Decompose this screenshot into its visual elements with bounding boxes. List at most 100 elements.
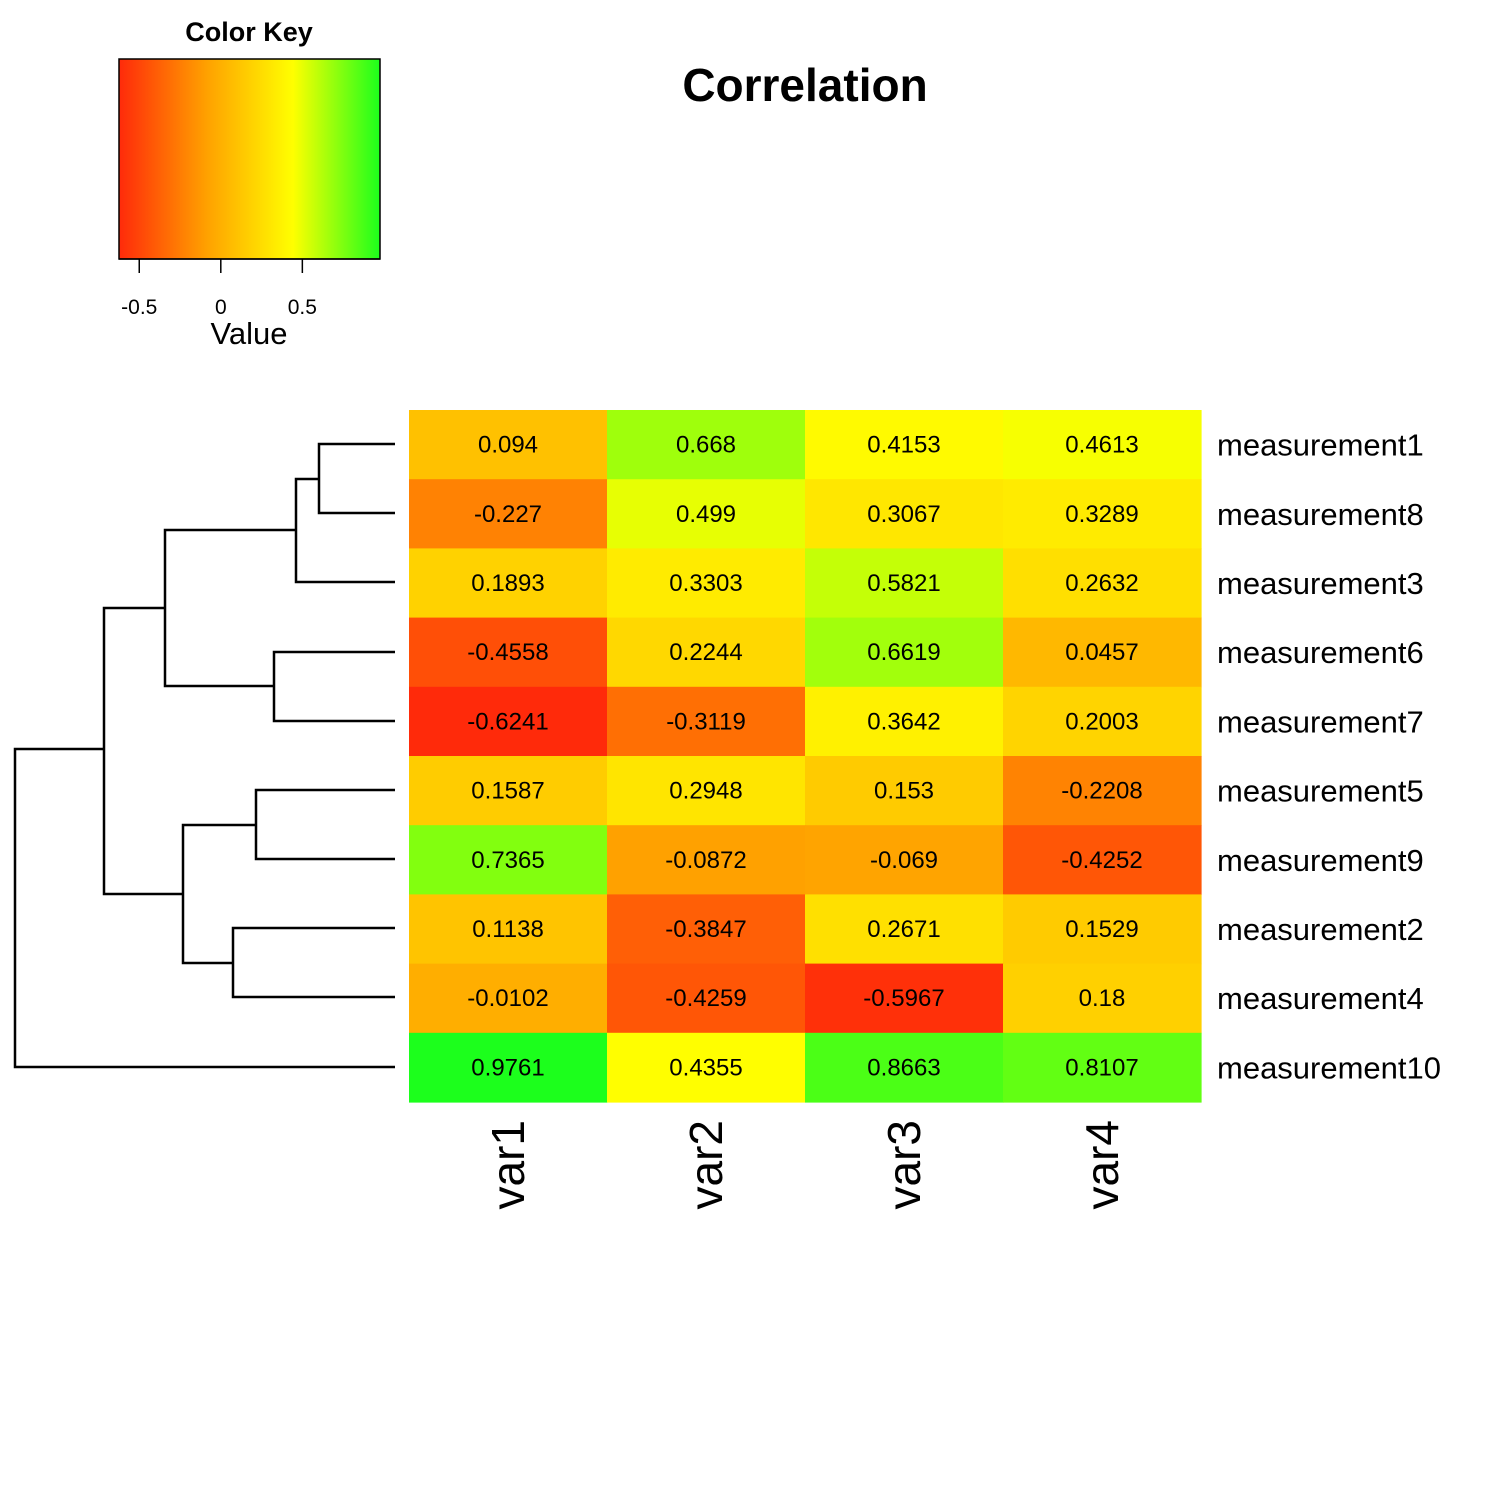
heatmap-cell <box>607 617 806 688</box>
heatmap-cell <box>805 756 1004 826</box>
cell-value-label: -0.4252 <box>1061 847 1142 874</box>
cell-value-label: 0.4153 <box>867 432 940 459</box>
heatmap-cell <box>607 479 806 549</box>
cell-value-label: 0.4355 <box>669 1054 742 1081</box>
heatmap-cell <box>607 756 806 826</box>
heatmap-cell <box>1003 617 1202 688</box>
heatmap-cell <box>805 548 1004 619</box>
dendrogram-branch <box>231 926 395 999</box>
cell-value-label: -0.4259 <box>665 985 746 1012</box>
row-label: measurement3 <box>1217 566 1424 601</box>
heatmap-cell <box>607 894 806 965</box>
row-dendrogram <box>13 442 395 1069</box>
heatmap-cell <box>1003 479 1202 549</box>
cell-value-label: -0.227 <box>474 501 542 528</box>
cell-value-label: 0.9761 <box>471 1054 544 1081</box>
heatmap-cell <box>409 410 608 480</box>
heatmap-cell <box>607 686 806 757</box>
heatmap-cell <box>805 686 1004 757</box>
cell-value-label: -0.069 <box>870 847 938 874</box>
cell-value-label: -0.0102 <box>467 985 548 1012</box>
row-label: measurement8 <box>1217 497 1424 532</box>
heatmap-cell <box>607 548 806 619</box>
heatmap-cell <box>607 1032 806 1103</box>
cell-value-label: 0.6619 <box>867 639 940 666</box>
heatmap-cell <box>409 548 608 619</box>
cell-value-label: 0.2671 <box>867 916 940 943</box>
heatmap-cell <box>1003 548 1202 619</box>
color-key-gradient <box>118 58 381 260</box>
cell-value-label: 0.1138 <box>472 916 544 943</box>
heatmap-cell <box>805 825 1004 895</box>
heatmap-cell <box>1003 756 1202 826</box>
dendrogram-branch <box>181 823 256 965</box>
cell-value-label: 0.499 <box>676 501 736 528</box>
cell-value-label: 0.18 <box>1079 985 1126 1012</box>
row-label: measurement6 <box>1217 635 1424 670</box>
column-label: var1 <box>482 1120 534 1209</box>
heatmap-cell <box>1003 686 1202 757</box>
cell-value-label: 0.3642 <box>867 708 940 735</box>
column-label: var3 <box>878 1120 930 1209</box>
heatmap-cell <box>409 1032 608 1103</box>
cell-value-label: 0.3067 <box>867 501 940 528</box>
cell-value-label: 0.2003 <box>1065 708 1138 735</box>
heatmap-cell <box>409 894 608 965</box>
row-label: measurement5 <box>1217 774 1424 809</box>
heatmap-cell <box>607 825 806 895</box>
color-key-title: Color Key <box>185 17 313 47</box>
dendrogram-branch <box>102 606 183 896</box>
color-key-tick-label: -0.5 <box>121 296 157 319</box>
cell-value-label: -0.3847 <box>665 916 746 943</box>
heatmap-cell <box>409 617 608 688</box>
heatmap-cell <box>409 479 608 549</box>
dendrogram-branch <box>13 747 395 1069</box>
cell-value-label: 0.5821 <box>867 570 940 597</box>
cell-value-label: 0.0457 <box>1065 639 1138 666</box>
heatmap-cell <box>1003 825 1202 895</box>
cell-value-label: 0.1893 <box>471 570 544 597</box>
cell-value-label: 0.668 <box>676 432 736 459</box>
heatmap-cell <box>805 894 1004 965</box>
cell-value-label: 0.2632 <box>1065 570 1138 597</box>
row-label: measurement9 <box>1217 843 1424 878</box>
heatmap-cell <box>1003 410 1202 480</box>
row-label: measurement1 <box>1217 428 1424 463</box>
cell-value-label: 0.4613 <box>1065 432 1138 459</box>
row-label: measurement2 <box>1217 912 1424 947</box>
cell-value-label: 0.094 <box>478 432 538 459</box>
cell-value-label: -0.4558 <box>467 639 548 666</box>
heatmap-cell <box>805 1032 1004 1103</box>
heatmap-cell <box>805 963 1004 1034</box>
column-label: var2 <box>680 1120 732 1209</box>
cell-value-label: -0.6241 <box>467 708 548 735</box>
color-key-tick-label: 0.5 <box>288 296 317 319</box>
cell-value-label: -0.0872 <box>665 847 746 874</box>
color-key-tick-label: 0 <box>215 296 227 319</box>
heatmap-cell <box>1003 894 1202 965</box>
cell-value-label: 0.2244 <box>669 639 742 666</box>
heatmap-cell <box>607 963 806 1034</box>
cell-value-label: 0.8107 <box>1065 1054 1138 1081</box>
heatmap-cell <box>805 617 1004 688</box>
column-label: var4 <box>1076 1120 1128 1209</box>
heatmap-cell <box>409 686 608 757</box>
cell-value-label: 0.1587 <box>471 778 544 805</box>
cell-value-label: 0.153 <box>874 778 934 805</box>
heatmap-cell <box>1003 1032 1202 1103</box>
cell-value-label: -0.3119 <box>666 708 746 735</box>
heatmap-cell <box>805 410 1004 480</box>
dendrogram-branch <box>317 442 395 515</box>
cell-value-label: -0.5967 <box>863 985 944 1012</box>
heatmap-cell <box>409 756 608 826</box>
cell-value-label: 0.2948 <box>669 778 742 805</box>
heatmap-cell <box>607 410 806 480</box>
dendrogram-branch <box>254 788 395 861</box>
color-key-xlabel: Value <box>211 316 288 351</box>
heatmap-cell <box>1003 963 1202 1034</box>
cell-value-label: 0.8663 <box>867 1054 940 1081</box>
row-label: measurement10 <box>1217 1050 1441 1085</box>
cell-value-label: 0.3303 <box>669 570 742 597</box>
row-label: measurement4 <box>1217 981 1424 1016</box>
cell-value-label: -0.2208 <box>1061 778 1142 805</box>
